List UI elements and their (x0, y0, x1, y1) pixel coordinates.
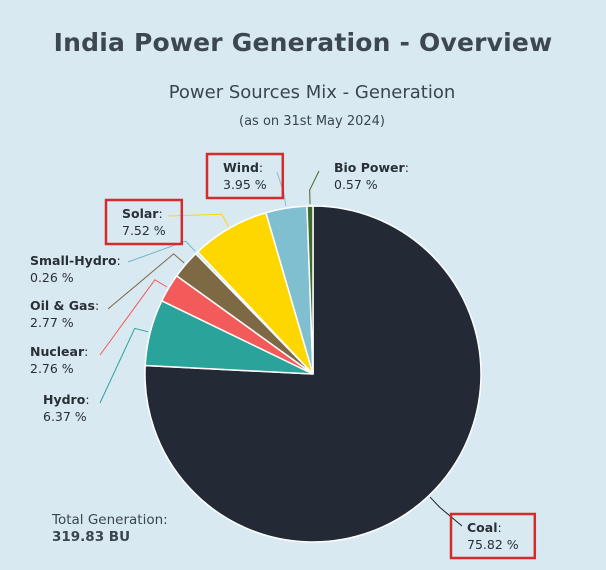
label-bio-power: Bio Power: 0.57 % (334, 160, 409, 192)
slice-bio-power[interactable] (306, 205, 314, 375)
label-small-hydro-name: Small-Hydro (30, 253, 117, 268)
label-solar-name: Solar (122, 206, 159, 221)
label-nuclear: Nuclear: 2.76 % (30, 344, 88, 376)
label-oil-gas: Oil & Gas: 2.77 % (30, 298, 99, 330)
slice-labels: Coal: 75.82 % Hydro: 6.37 % Nuclear: 2.76 % Oi… (30, 160, 519, 552)
label-coal-value: 75.82 % (467, 537, 519, 552)
highlight-box-solar (104, 198, 184, 246)
leader-hydro (99, 327, 149, 404)
label-oil-gas-value: 2.77 % (30, 315, 74, 330)
label-wind: Wind: 3.95 % (223, 160, 267, 192)
leader-small-hydro (127, 240, 196, 263)
total-generation-value: 319.83 BU (52, 529, 131, 545)
label-coal-name: Coal (467, 520, 497, 535)
label-bio-power-value: 0.57 % (334, 177, 378, 192)
label-solar: Solar: 7.52 % (122, 206, 166, 238)
total-generation: Total Generation: 319.83 BU (52, 512, 168, 546)
leader-nuclear (99, 279, 168, 356)
total-generation-label: Total Generation: (52, 512, 168, 528)
label-hydro-value: 6.37 % (43, 409, 87, 424)
label-hydro: Hydro: 6.37 % (43, 392, 90, 424)
label-bio-power-name: Bio Power (334, 160, 406, 175)
label-coal: Coal: 75.82 % (467, 520, 519, 552)
label-small-hydro: Small-Hydro: 0.26 % (30, 253, 121, 285)
highlight-boxes (104, 152, 537, 560)
label-hydro-name: Hydro (43, 392, 86, 407)
label-small-hydro-value: 0.26 % (30, 270, 74, 285)
highlight-box-coal (449, 512, 537, 560)
highlight-box-wind (205, 152, 285, 200)
chart-date-note: (as on 31st May 2024) (239, 114, 385, 129)
label-solar-value: 7.52 % (122, 223, 166, 238)
leader-lines (99, 170, 463, 527)
label-wind-name: Wind (223, 160, 259, 175)
label-oil-gas-name: Oil & Gas (30, 298, 95, 313)
leader-oil-gas (107, 253, 185, 310)
pie-slices (144, 205, 482, 543)
leader-solar (167, 213, 229, 227)
label-wind-value: 3.95 % (223, 177, 267, 192)
leader-wind (276, 171, 287, 207)
chart-title: India Power Generation - Overview (53, 28, 553, 57)
label-nuclear-name: Nuclear (30, 344, 85, 359)
chart-subtitle: Power Sources Mix - Generation (168, 82, 456, 103)
slice-coal[interactable] (144, 205, 482, 543)
label-nuclear-value: 2.76 % (30, 361, 74, 376)
leader-coal (429, 496, 463, 527)
leader-bio-power (309, 170, 320, 205)
